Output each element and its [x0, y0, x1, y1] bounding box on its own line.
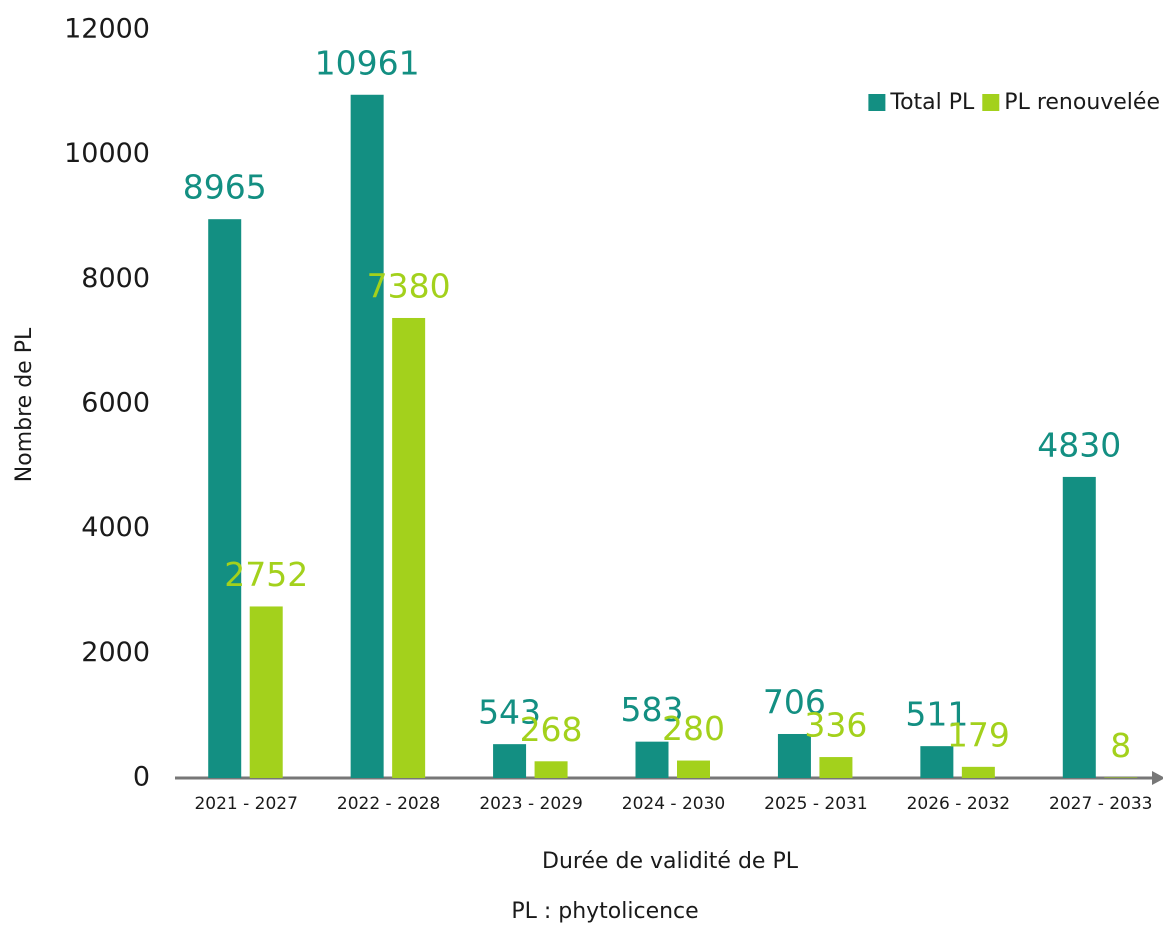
y-tick-label: 0: [133, 762, 150, 793]
x-tick-label: 2022 - 2028: [337, 794, 440, 814]
y-tick-label: 10000: [64, 138, 150, 169]
legend-swatch: [868, 94, 886, 111]
value-label: 336: [804, 706, 867, 745]
note: PL : phytolicence: [511, 899, 698, 924]
x-tick-label: 2024 - 2030: [622, 794, 725, 814]
value-label: 4830: [1037, 425, 1121, 464]
bar: [635, 741, 669, 778]
bar: [208, 219, 242, 779]
x-tick-label: 2023 - 2029: [479, 794, 582, 814]
x-axis-title: Durée de validité de PL: [542, 849, 799, 874]
legend-label: PL renouvelée: [1004, 90, 1160, 115]
value-label: 2752: [224, 555, 308, 594]
bar: [819, 757, 853, 778]
bar: [350, 94, 384, 778]
x-tick-label: 2027 - 2033: [1049, 794, 1152, 814]
value-label: 543: [478, 693, 541, 732]
bar: [249, 606, 283, 778]
bar: [920, 746, 954, 778]
bar: [677, 760, 710, 778]
bar: [777, 733, 811, 778]
bar: [493, 744, 527, 778]
value-label: 268: [520, 710, 583, 749]
value-label: 10961: [315, 43, 420, 82]
y-tick-label: 6000: [81, 388, 150, 419]
y-tick-label: 4000: [81, 512, 150, 543]
x-tick-label: 2025 - 2031: [764, 794, 867, 814]
legend-label: Total PL: [889, 90, 975, 115]
y-axis-title: Nombre de PL: [12, 327, 37, 482]
axis-arrow: [1152, 771, 1163, 785]
y-tick-label: 8000: [81, 263, 150, 294]
bar: [961, 766, 995, 778]
y-tick-label: 12000: [64, 14, 150, 45]
value-label: 706: [763, 682, 826, 721]
value-label: 7380: [367, 266, 451, 305]
y-tick-label: 2000: [81, 637, 150, 668]
value-label: 583: [621, 690, 684, 729]
value-label: 179: [947, 715, 1010, 754]
x-tick-label: 2026 - 2032: [907, 794, 1010, 814]
value-label: 8: [1110, 726, 1131, 765]
bar: [392, 317, 426, 778]
legend-swatch: [982, 94, 1000, 111]
value-label: 280: [662, 709, 725, 748]
bar: [534, 761, 568, 778]
value-label: 8965: [183, 168, 267, 207]
value-label: 511: [905, 695, 968, 734]
bar: [1062, 476, 1096, 778]
x-tick-label: 2021 - 2027: [194, 794, 297, 814]
